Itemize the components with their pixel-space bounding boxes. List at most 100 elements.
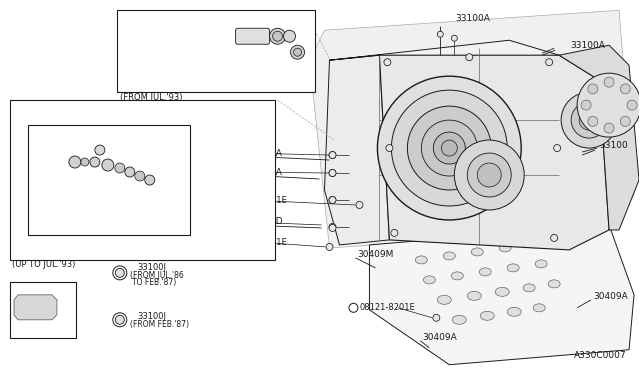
Circle shape <box>437 31 444 37</box>
Text: 30409A: 30409A <box>422 333 457 342</box>
Text: 32712N: 32712N <box>28 158 61 167</box>
Text: 33100J: 33100J <box>138 312 167 321</box>
Ellipse shape <box>467 291 481 300</box>
Text: (FROM JUL.'93): (FROM JUL.'93) <box>120 93 182 102</box>
Circle shape <box>442 140 458 156</box>
Circle shape <box>433 132 465 164</box>
Circle shape <box>145 175 155 185</box>
Text: 32703M: 32703M <box>90 126 124 135</box>
Circle shape <box>95 145 105 155</box>
Circle shape <box>466 54 473 61</box>
Polygon shape <box>369 225 634 365</box>
Ellipse shape <box>527 240 539 248</box>
Text: C3155: C3155 <box>17 328 44 337</box>
Circle shape <box>571 102 607 138</box>
Text: 32703M: 32703M <box>266 81 300 91</box>
Circle shape <box>329 224 336 230</box>
Text: (FROM JUL.'86: (FROM JUL.'86 <box>130 271 184 280</box>
Ellipse shape <box>423 276 435 284</box>
Circle shape <box>349 303 358 312</box>
Ellipse shape <box>495 287 509 296</box>
Text: 32703F: 32703F <box>276 42 308 51</box>
Text: TO FEB.'87): TO FEB.'87) <box>132 278 176 287</box>
Text: 30409M: 30409M <box>358 250 394 259</box>
Ellipse shape <box>452 315 467 324</box>
Ellipse shape <box>533 304 545 312</box>
Ellipse shape <box>508 307 521 316</box>
Text: 25010Z: 25010Z <box>243 62 275 71</box>
Text: 08363-6122G: 08363-6122G <box>61 106 118 115</box>
Circle shape <box>620 84 630 94</box>
Circle shape <box>329 151 336 158</box>
Polygon shape <box>559 45 639 230</box>
Circle shape <box>588 84 598 94</box>
Text: (FROM FEB.'87): (FROM FEB.'87) <box>130 320 189 329</box>
Circle shape <box>604 77 614 87</box>
Text: A330C0007: A330C0007 <box>574 351 627 360</box>
Circle shape <box>284 30 296 42</box>
Ellipse shape <box>480 311 494 320</box>
Ellipse shape <box>535 260 547 268</box>
Text: 33100J: 33100J <box>138 263 167 272</box>
Text: 08363-6122G: 08363-6122G <box>138 20 195 29</box>
Circle shape <box>329 224 336 231</box>
Text: 33100A: 33100A <box>570 41 605 50</box>
Ellipse shape <box>437 295 451 304</box>
Circle shape <box>329 196 336 203</box>
Circle shape <box>467 153 511 197</box>
Circle shape <box>329 170 336 177</box>
Text: S: S <box>130 22 134 27</box>
Circle shape <box>386 145 393 151</box>
Circle shape <box>546 59 553 66</box>
Bar <box>28 125 189 235</box>
Text: 32707M: 32707M <box>58 224 92 232</box>
Text: 08124-0601E: 08124-0601E <box>232 238 287 247</box>
Text: S: S <box>52 108 57 113</box>
Circle shape <box>221 238 230 247</box>
Circle shape <box>451 35 458 41</box>
Text: 30409A: 30409A <box>593 292 628 301</box>
Circle shape <box>588 116 598 126</box>
Polygon shape <box>310 10 634 248</box>
Circle shape <box>620 116 630 126</box>
Text: B: B <box>351 305 356 310</box>
Polygon shape <box>380 55 609 250</box>
Circle shape <box>391 230 398 237</box>
Bar <box>10 282 76 338</box>
Circle shape <box>10 113 17 121</box>
Text: B: B <box>223 240 228 246</box>
Ellipse shape <box>444 252 455 260</box>
Circle shape <box>115 163 125 173</box>
Circle shape <box>273 31 283 41</box>
Circle shape <box>550 234 557 241</box>
Circle shape <box>408 106 492 190</box>
Text: B: B <box>223 199 228 203</box>
Circle shape <box>579 110 599 130</box>
Polygon shape <box>14 295 57 320</box>
Polygon shape <box>330 40 559 75</box>
Circle shape <box>115 268 124 278</box>
Circle shape <box>329 196 336 203</box>
Bar <box>10 100 275 260</box>
Circle shape <box>378 76 521 220</box>
Text: 33100A: 33100A <box>455 14 490 23</box>
Polygon shape <box>324 55 389 245</box>
Text: 32709M: 32709M <box>78 190 111 199</box>
Circle shape <box>329 170 336 177</box>
Circle shape <box>581 100 591 110</box>
Circle shape <box>554 145 561 151</box>
Circle shape <box>577 73 640 137</box>
Ellipse shape <box>524 284 535 292</box>
Circle shape <box>269 28 285 44</box>
Ellipse shape <box>471 248 483 256</box>
Text: 33100: 33100 <box>599 141 628 150</box>
Circle shape <box>604 123 614 133</box>
Circle shape <box>356 202 363 208</box>
Circle shape <box>392 90 508 206</box>
Circle shape <box>125 167 135 177</box>
Circle shape <box>433 314 440 321</box>
Circle shape <box>454 140 524 210</box>
Text: 08121-8201E: 08121-8201E <box>360 303 415 312</box>
Circle shape <box>102 159 114 171</box>
Ellipse shape <box>451 272 463 280</box>
